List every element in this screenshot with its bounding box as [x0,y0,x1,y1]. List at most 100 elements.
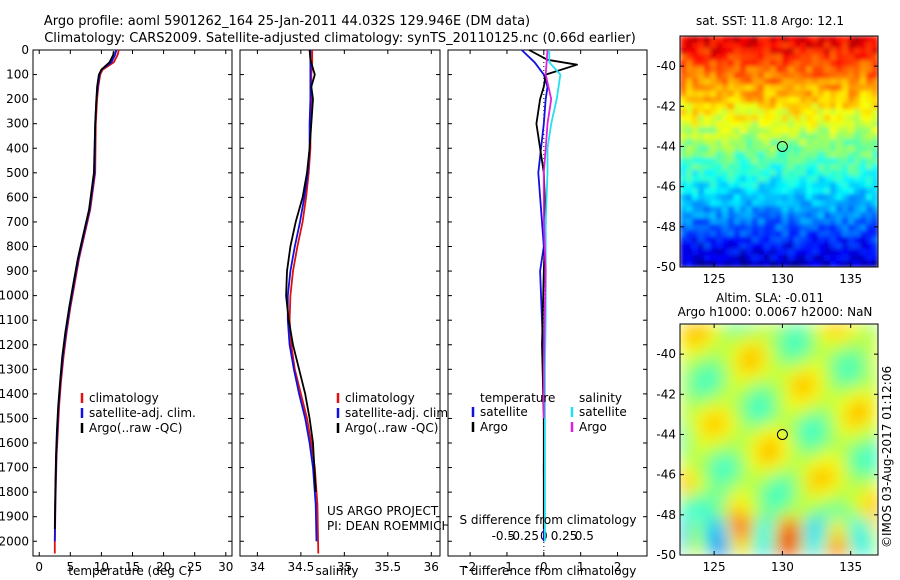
heatmap-cell [686,224,693,232]
heatmap-cell [770,48,777,55]
heatmap-cell [692,342,699,349]
heatmap-cell [716,390,723,398]
difference-lines [521,49,578,556]
heatmap-cell [698,342,705,349]
heatmap-cell [788,469,795,477]
heatmap-cell [746,342,753,349]
heatmap-cell [752,78,759,86]
heatmap-cell [746,421,753,428]
heatmap-cell [764,121,771,128]
heatmap-cell [836,324,843,331]
heatmap-cell [680,476,687,483]
legend-title: salinity [579,391,622,405]
legend-label: Argo [480,420,508,434]
heatmap-cell [788,342,795,349]
heatmap-cell [710,42,717,49]
heatmap-cell [722,108,729,116]
heatmap-cell [764,115,771,122]
heatmap-cell [794,360,801,368]
heatmap-cell [842,66,849,74]
heatmap-cell [698,206,705,213]
heatmap-cell [692,127,699,134]
heatmap-cell [758,181,765,189]
heatmap-cell [788,212,795,219]
heatmap-cell [782,218,789,226]
heatmap-cell [836,506,843,514]
heatmap-cell [872,372,878,380]
heatmap-cell [818,218,825,226]
heatmap-cell [764,548,771,555]
heatmap-cell [842,42,849,49]
heatmap-cell [728,403,735,410]
heatmap-cell [710,254,717,262]
heatmap-cell [824,248,831,256]
heatmap-cell [716,260,723,267]
heatmap-cell [770,60,777,67]
heatmap-cell [806,409,813,416]
heatmap-cell [734,403,741,410]
heatmap-cell [788,54,795,61]
heatmap-cell [794,476,801,483]
heatmap-cell [860,403,867,410]
heatmap-cell [860,54,867,61]
heatmap-cell [848,433,855,441]
heatmap-cell [830,403,837,410]
heatmap-cell [806,84,813,92]
heatmap-cell [728,409,735,416]
heatmap-cell [782,348,789,355]
heatmap-cell [698,512,705,520]
heatmap-cell [704,212,711,219]
heatmap-cell [710,163,717,171]
heatmap-cell [800,330,807,337]
heatmap-cell [704,121,711,128]
heatmap-cell [746,348,753,355]
heatmap-cell [788,512,795,520]
heatmap-cell [740,378,747,386]
heatmap-cell [716,169,723,177]
heatmap-cell [788,524,795,532]
legend-label: satellite [579,405,627,419]
heatmap-cell [764,384,771,392]
heatmap-cell [680,463,687,471]
heatmap-cell [806,108,813,116]
heatmap-cell [860,542,867,550]
heatmap-cell [848,342,855,349]
heatmap-cell [842,54,849,61]
heatmap-cell [770,127,777,134]
heatmap-cell [800,200,807,207]
heatmap-cell [770,96,777,104]
heatmap-cell [710,336,717,343]
heatmap-cell [872,469,878,477]
heatmap-cell [806,494,813,501]
heatmap-cell [836,336,843,343]
heatmap-cell [716,548,723,555]
heatmap-cell [704,512,711,520]
heatmap-cell [704,439,711,447]
heatmap-cell [794,482,801,489]
heatmap-cell [698,48,705,55]
heatmap-cell [842,224,849,232]
heatmap-cell [770,518,777,526]
heatmap-cell [812,403,819,410]
heatmap-cell [830,54,837,61]
heatmap-cell [866,378,873,386]
heatmap-cell [782,518,789,526]
heatmap-cell [734,48,741,55]
heatmap-cell [818,36,825,43]
heatmap-cell [710,348,717,355]
heatmap-cell [872,494,878,501]
heatmap-cell [812,72,819,80]
heatmap-cell [782,133,789,140]
heatmap-cell [764,360,771,368]
heatmap-cell [746,139,753,146]
heatmap-cell [824,384,831,392]
heatmap-cell [800,433,807,441]
heatmap-cell [728,60,735,67]
heatmap-cell [704,230,711,238]
heatmap-cell [782,445,789,453]
heatmap-cell [818,427,825,434]
heatmap-cell [734,378,741,386]
heatmap-cell [716,384,723,392]
heatmap-cell [866,542,873,550]
